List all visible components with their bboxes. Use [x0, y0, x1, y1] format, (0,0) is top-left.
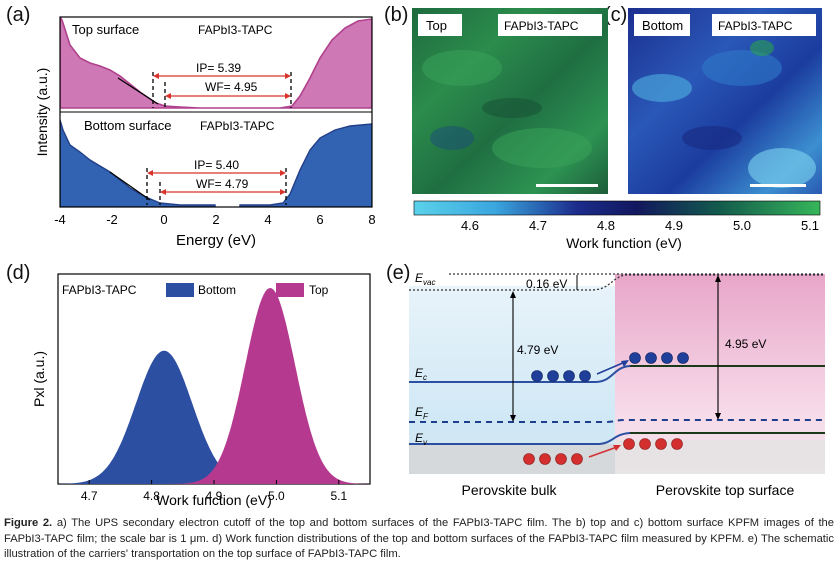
series-area-bottom	[58, 350, 370, 484]
wf-top-label: 4.95 eV	[725, 337, 766, 351]
panel-a-label: (a)	[6, 4, 31, 26]
top-material-label: FAPbI3-TAPC	[198, 23, 273, 37]
kpfm-bottom-image: Bottom FAPbI3-TAPC	[628, 8, 822, 194]
chart-xtick: 4.9	[206, 489, 223, 503]
panel-a-xlabel: Energy (eV)	[176, 232, 256, 249]
panel-d-label: (d)	[6, 262, 31, 284]
ev-label: Ev	[415, 431, 428, 447]
top-wf-label: WF= 4.95	[205, 80, 258, 94]
kpfm-top-image: Top FAPbI3-TAPC	[412, 8, 608, 194]
legend-swatch-bottom	[166, 283, 194, 297]
ec-label: Ec	[415, 366, 427, 382]
chart-xtick: 4.8	[143, 489, 160, 503]
series-area-top	[58, 288, 370, 484]
top-surface-label: Perovskite top surface	[656, 482, 795, 498]
panel-a-xtick: 6	[316, 212, 323, 227]
caption-figure-number: Figure 2.	[4, 517, 53, 529]
ef-label: EF	[415, 405, 429, 421]
bottom-tangent-line	[109, 171, 151, 201]
work-function-colorbar	[413, 200, 821, 216]
panel-a-xtick: -4	[54, 212, 66, 227]
panel-e-label: (e)	[386, 262, 411, 284]
colorbar-tick: 4.9	[665, 218, 683, 233]
figure-caption: Figure 2. a) The UPS secondary electron …	[4, 516, 834, 563]
kpfm-top-material: FAPbI3-TAPC	[504, 19, 579, 33]
kpfm-bottom-material: FAPbI3-TAPC	[718, 19, 793, 33]
bottom-surface-title: Bottom surface	[84, 118, 171, 133]
colorbar-tick: 4.7	[529, 218, 547, 233]
gap-label: 0.16 eV	[526, 277, 567, 291]
panel-a-ups-plot: Top surface FAPbI3-TAPC IP= 5.39 WF= 4.9…	[34, 16, 376, 249]
bottom-ip-label: IP= 5.40	[194, 158, 239, 172]
kpfm-bottom-tag: Bottom	[642, 18, 683, 33]
legend-label-bottom: Bottom	[198, 283, 236, 297]
panel-c-label: (c)	[604, 4, 628, 26]
kpfm-top-tag: Top	[426, 18, 447, 33]
kpfm-images: Top FAPbI3-TAPC Bottom FAPbI3-TAPC 4.6 4…	[412, 8, 822, 251]
panel-a-xtick: -2	[106, 212, 118, 227]
legend-swatch-top	[276, 283, 304, 297]
colorbar-label: Work function (eV)	[566, 235, 682, 251]
chart-xtick: 5.0	[268, 489, 285, 503]
chart-xtick: 5.1	[330, 489, 347, 503]
colorbar-tick: 4.6	[461, 218, 479, 233]
panel-a-xtick: 4	[264, 212, 271, 227]
bulk-region	[409, 286, 615, 474]
electrons	[531, 352, 689, 382]
caption-text: a) The UPS secondary electron cutoff of …	[4, 517, 834, 560]
chart-frame	[57, 273, 371, 485]
top-tangent-line	[117, 77, 159, 105]
electron-arrow	[596, 361, 626, 375]
colorbar-tick: 5.1	[801, 218, 819, 233]
panel-b-label: (b)	[384, 4, 409, 26]
bottom-material-label: FAPbI3-TAPC	[200, 119, 275, 133]
top-surface-title: Top surface	[72, 22, 139, 37]
scale-bar-top	[536, 184, 598, 187]
wf-bulk-label: 4.79 eV	[517, 343, 558, 357]
bottom-spectrum-area-right	[239, 123, 372, 207]
hole-arrow	[588, 446, 618, 458]
work-function-distribution-chart: FAPbI3-TAPC Bottom Top Pxl (a.u.) 4.7 4.8…	[31, 273, 371, 508]
bottom-wf-label: WF= 4.79	[196, 177, 249, 191]
panel-a-ylabel: Intensity (a.u.)	[34, 68, 50, 157]
holes	[523, 438, 683, 465]
bulk-label: Perovskite bulk	[462, 482, 558, 498]
top-ip-label: IP= 5.39	[196, 61, 241, 75]
scale-bar-bottom	[750, 184, 806, 187]
chart-xlabel: Work function (eV)	[156, 492, 272, 508]
panel-a-xtick: 2	[212, 212, 219, 227]
colorbar-tick: 4.8	[597, 218, 615, 233]
bottom-spectrum-area	[60, 119, 216, 207]
chart-ylabel: Pxl (a.u.)	[31, 351, 47, 407]
legend-label-top: Top	[309, 283, 329, 297]
panel-a-xtick: 8	[368, 212, 375, 227]
chart-title: FAPbI3-TAPC	[62, 283, 137, 297]
colorbar-tick: 5.0	[733, 218, 751, 233]
band-diagram: Evac 0.16 eV 4.79 eV 4.95 eV Ec EF Ev Pe…	[409, 271, 825, 498]
ev-level	[409, 432, 825, 445]
chart-xtick: 4.7	[81, 489, 98, 503]
top-spectrum-area	[60, 17, 372, 109]
evac-label: Evac	[415, 271, 435, 287]
panel-a-xtick: 0	[160, 212, 167, 227]
ec-level	[409, 365, 825, 383]
